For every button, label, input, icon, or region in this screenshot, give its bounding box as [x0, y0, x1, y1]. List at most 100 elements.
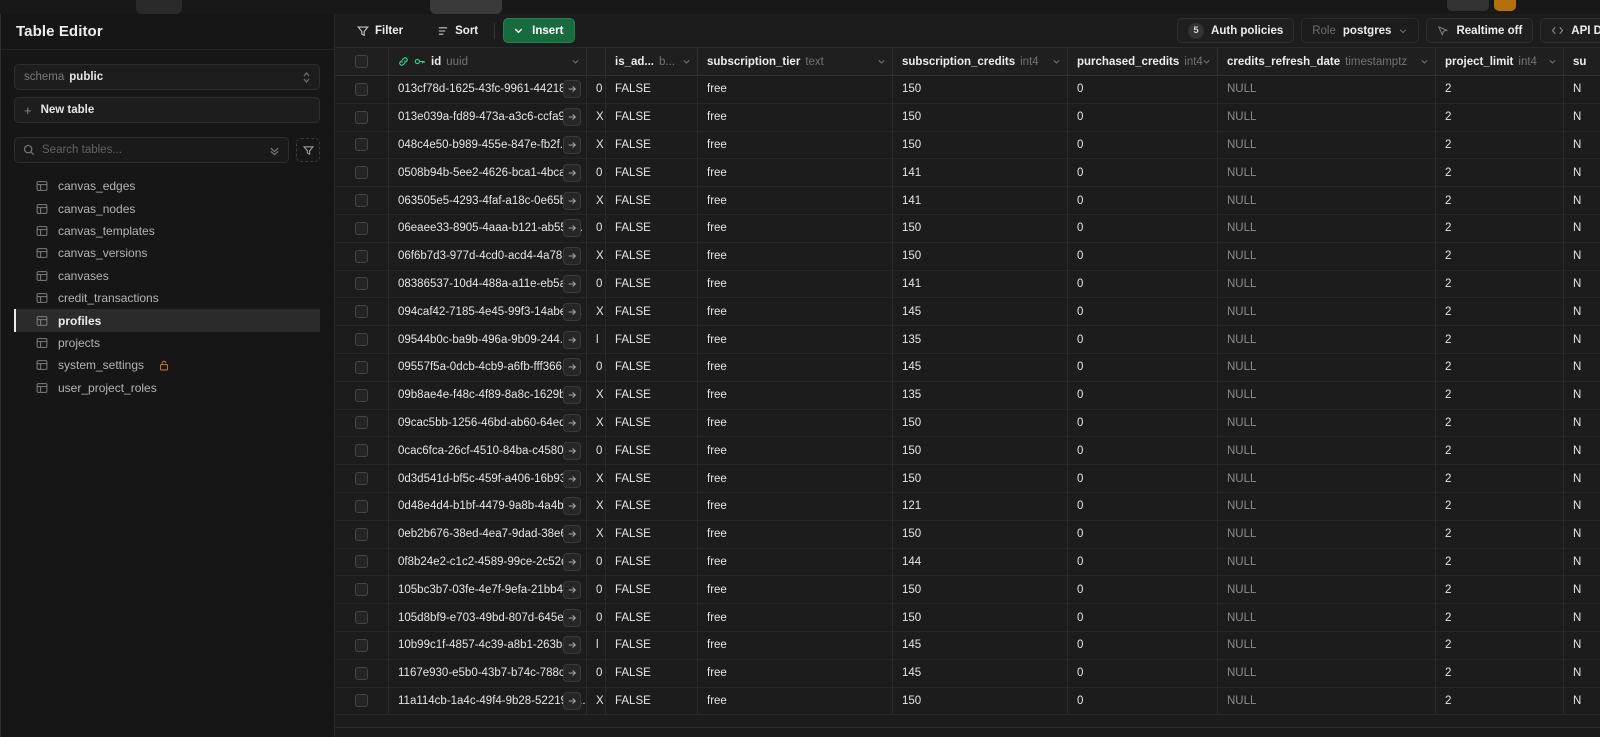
cell-credits_refresh_date[interactable]: NULL: [1218, 76, 1436, 104]
row-checkbox[interactable]: [355, 221, 368, 235]
cell-subscription_credits[interactable]: 150: [893, 131, 1068, 160]
cell-clipped[interactable]: 0: [587, 353, 606, 382]
expand-row-button[interactable]: [563, 441, 581, 460]
chrome-tab-a[interactable]: [136, 0, 182, 14]
cell-clipped[interactable]: X: [587, 409, 606, 438]
cell-id[interactable]: 0cac6fca-26cf-4510-84ba-c4580...: [389, 437, 587, 466]
cell-clipped[interactable]: 0: [587, 548, 606, 577]
row-checkbox[interactable]: [355, 694, 368, 708]
table-row[interactable]: 013cf78d-1625-43fc-9961-442189... 0 FALSE f…: [335, 76, 1600, 104]
cell-id[interactable]: 0d48e4d4-b1bf-4479-9a8b-4a4b...: [389, 492, 587, 521]
new-table-button[interactable]: + New table: [14, 97, 320, 123]
expand-row-button[interactable]: [563, 497, 581, 516]
row-checkbox[interactable]: [355, 333, 368, 347]
cell-clipped[interactable]: X: [587, 131, 606, 160]
cell-credits_refresh_date[interactable]: NULL: [1218, 381, 1436, 410]
sidebar-item-system-settings[interactable]: system_settings: [14, 354, 320, 376]
cell-subscription_credits[interactable]: 141: [893, 159, 1068, 188]
cell-su[interactable]: N: [1564, 632, 1600, 660]
row-checkbox[interactable]: [355, 388, 368, 402]
expand-row-button[interactable]: [563, 469, 581, 488]
cell-subscription_credits[interactable]: 121: [893, 492, 1068, 521]
row-checkbox[interactable]: [355, 444, 368, 458]
cell-credits_refresh_date[interactable]: NULL: [1218, 548, 1436, 577]
cell-purchased_credits[interactable]: 0: [1068, 492, 1218, 521]
chevron-down-icon[interactable]: [877, 57, 886, 66]
cell-credits_refresh_date[interactable]: NULL: [1218, 187, 1436, 215]
cell-is_ad...[interactable]: FALSE: [606, 409, 698, 438]
cell-project_limit[interactable]: 2: [1436, 687, 1564, 716]
table-row[interactable]: 0d3d541d-bf5c-459f-a406-16b93... X FALSE fr…: [335, 465, 1600, 493]
expand-row-button[interactable]: [563, 135, 581, 154]
cell-project_limit[interactable]: 2: [1436, 353, 1564, 382]
cell-project_limit[interactable]: 2: [1436, 187, 1564, 215]
row-select-cell[interactable]: [335, 103, 389, 132]
cell-id[interactable]: 063505e5-4293-4faf-a18c-0e65b...: [389, 187, 587, 215]
cell-clipped[interactable]: X: [587, 242, 606, 271]
cell-is_ad...[interactable]: FALSE: [606, 326, 698, 354]
expand-row-button[interactable]: [563, 191, 581, 210]
cell-is_ad...[interactable]: FALSE: [606, 437, 698, 466]
row-checkbox[interactable]: [355, 583, 368, 597]
cell-subscription_credits[interactable]: 145: [893, 353, 1068, 382]
cell-id[interactable]: 09544b0c-ba9b-496a-9b09-244...: [389, 326, 587, 354]
column-header-su[interactable]: su: [1564, 48, 1600, 75]
cell-credits_refresh_date[interactable]: NULL: [1218, 131, 1436, 160]
sidebar-item-user-project-roles[interactable]: user_project_roles: [14, 377, 320, 399]
cell-subscription_credits[interactable]: 150: [893, 409, 1068, 438]
expand-row-button[interactable]: [563, 636, 581, 655]
row-select-cell[interactable]: [335, 465, 389, 493]
cell-id[interactable]: 09557f5a-0dcb-4cb9-a6fb-fff366...: [389, 353, 587, 382]
row-select-cell[interactable]: [335, 159, 389, 188]
cell-clipped[interactable]: 0: [587, 437, 606, 466]
row-select-cell[interactable]: [335, 381, 389, 410]
table-row[interactable]: 06f6b7d3-977d-4cd0-acd4-4a78... X FALSE fre…: [335, 242, 1600, 271]
chrome-pill-a[interactable]: [1447, 0, 1489, 11]
cell-su[interactable]: N: [1564, 493, 1600, 521]
cell-purchased_credits[interactable]: 0: [1068, 242, 1218, 271]
cell-id[interactable]: 08386537-10d4-488a-a11e-eb5a6...: [389, 270, 587, 299]
cell-subscription_tier[interactable]: free: [698, 76, 893, 104]
cell-su[interactable]: N: [1564, 76, 1600, 104]
cell-subscription_tier[interactable]: free: [698, 687, 893, 716]
cell-subscription_credits[interactable]: 150: [893, 687, 1068, 716]
cell-is_ad...[interactable]: FALSE: [606, 214, 698, 243]
sidebar-item-canvases[interactable]: canvases: [14, 265, 320, 287]
cell-subscription_credits[interactable]: 150: [893, 103, 1068, 132]
row-checkbox[interactable]: [355, 360, 368, 374]
cell-clipped[interactable]: 0: [587, 659, 606, 688]
row-checkbox[interactable]: [355, 138, 368, 152]
cell-su[interactable]: N: [1564, 298, 1600, 327]
cell-is_ad...[interactable]: FALSE: [606, 576, 698, 605]
row-checkbox[interactable]: [355, 194, 368, 208]
cell-id[interactable]: 0f8b24e2-c1c2-4589-99ce-2c52d...: [389, 548, 587, 577]
table-row[interactable]: 048c4e50-b989-455e-847e-fb2f... X FALSE fre…: [335, 131, 1600, 160]
cell-is_ad...[interactable]: FALSE: [606, 631, 698, 660]
cell-id[interactable]: 06f6b7d3-977d-4cd0-acd4-4a78...: [389, 242, 587, 271]
cell-project_limit[interactable]: 2: [1436, 270, 1564, 299]
cell-clipped[interactable]: X: [587, 465, 606, 493]
cell-project_limit[interactable]: 2: [1436, 326, 1564, 354]
cell-subscription_credits[interactable]: 145: [893, 298, 1068, 327]
cell-credits_refresh_date[interactable]: NULL: [1218, 604, 1436, 632]
cell-subscription_tier[interactable]: free: [698, 659, 893, 688]
chevron-down-icon[interactable]: [1420, 57, 1429, 66]
table-row[interactable]: 0f8b24e2-c1c2-4589-99ce-2c52d... 0 FALSE fr…: [335, 548, 1600, 577]
cell-subscription_credits[interactable]: 150: [893, 604, 1068, 632]
cell-project_limit[interactable]: 2: [1436, 659, 1564, 688]
cell-project_limit[interactable]: 2: [1436, 576, 1564, 605]
cell-su[interactable]: N: [1564, 104, 1600, 132]
cell-id[interactable]: 048c4e50-b989-455e-847e-fb2f...: [389, 131, 587, 160]
cell-project_limit[interactable]: 2: [1436, 465, 1564, 493]
cell-id[interactable]: 09cac5bb-1256-46bd-ab60-64ed...: [389, 409, 587, 438]
cell-is_ad...[interactable]: FALSE: [606, 604, 698, 632]
cell-su[interactable]: N: [1564, 187, 1600, 215]
expand-row-button[interactable]: [563, 358, 581, 377]
row-select-cell[interactable]: [335, 409, 389, 438]
row-select-cell[interactable]: [335, 270, 389, 299]
cell-project_limit[interactable]: 2: [1436, 159, 1564, 188]
cell-subscription_credits[interactable]: 150: [893, 242, 1068, 271]
cell-purchased_credits[interactable]: 0: [1068, 576, 1218, 605]
cell-su[interactable]: N: [1564, 354, 1600, 382]
expand-row-button[interactable]: [563, 608, 581, 627]
